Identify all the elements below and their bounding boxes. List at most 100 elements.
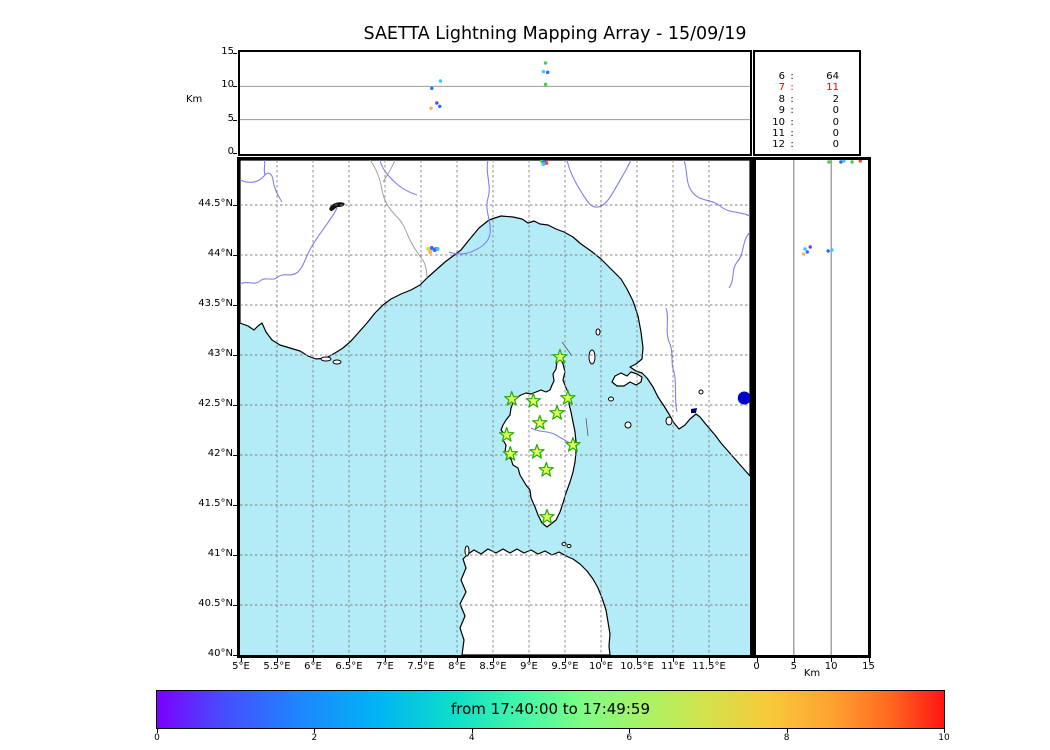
- segment-east-corsica: [585, 417, 589, 437]
- lake-serre-poncon: [329, 202, 345, 211]
- map-lon-tick-label: 6.5°E: [335, 661, 363, 672]
- map-lon-tick-mark: [601, 658, 602, 662]
- map-lon-tick-mark: [277, 658, 278, 662]
- island-hyeres-2: [332, 359, 342, 365]
- right-xtick-mark: [831, 658, 833, 662]
- vhf-source-dot: [438, 104, 442, 109]
- lma-station-star: [539, 508, 555, 524]
- map-lat-tick-label: 42.5°N: [198, 398, 233, 409]
- map-lon-tick-mark: [493, 658, 494, 662]
- map-lat-tick-label: 40.5°N: [198, 598, 233, 609]
- border-secondary: [382, 160, 396, 183]
- map-lat-tick-label: 44°N: [207, 248, 233, 259]
- lakes: [329, 202, 697, 413]
- segment-capcorse: [561, 341, 573, 357]
- count-colon: :: [790, 82, 794, 94]
- top-panel-ylabel: Km: [186, 94, 203, 105]
- vhf-source-dot: [428, 250, 433, 254]
- map-lat-tick-mark: [233, 355, 237, 356]
- map-lon-tick-mark: [457, 658, 458, 662]
- map-lon-tick-label: 8°E: [448, 661, 466, 672]
- top-ytick-label: 15: [221, 46, 234, 57]
- lma-station-star: [525, 392, 542, 408]
- map-lat-tick-mark: [233, 255, 237, 256]
- vhf-source-dot: [435, 247, 440, 251]
- station-count-panel: [753, 50, 861, 156]
- map-lat-tick-mark: [233, 205, 237, 206]
- altitude-longitude-panel: [238, 50, 752, 156]
- map-lat-tick-label: 41.5°N: [198, 498, 233, 509]
- vhf-source-dot: [830, 248, 834, 252]
- count-value: 11: [826, 82, 839, 94]
- station-count-row: 10: 0: [755, 117, 855, 128]
- map-lat-tick-label: 42°N: [207, 448, 233, 459]
- count-key: 8: [778, 93, 785, 105]
- lma-station-star: [529, 443, 545, 459]
- map-source-points: [426, 160, 549, 254]
- coastline-mainland-france-italy: [240, 160, 750, 477]
- lma-station-stars: [498, 348, 581, 524]
- vhf-source-dot: [805, 250, 809, 254]
- right-xtick-label: 0: [753, 661, 760, 672]
- boundary-segments: [561, 341, 589, 437]
- island-capraia: [588, 349, 596, 365]
- river-tiber-upper: [728, 231, 750, 289]
- lma-station-star: [532, 414, 548, 430]
- vhf-source-dot: [438, 79, 443, 83]
- lma-station-star: [538, 461, 554, 477]
- map-lon-tick-label: 10.5°E: [620, 661, 654, 672]
- right-xtick-label: 15: [862, 661, 875, 672]
- right-xtick-label: 5: [790, 661, 798, 672]
- map-lat-tick-label: 44.5°N: [198, 198, 233, 209]
- map-lat-tick-mark: [233, 405, 237, 406]
- country-borders: [369, 160, 428, 279]
- vhf-source-dot: [541, 69, 546, 74]
- station-count-row: 6: 64: [755, 71, 855, 82]
- count-value: 0: [832, 128, 839, 140]
- map-panel: [237, 157, 753, 658]
- colorbar-time-range-label: from 17:40:00 to 17:49:59: [450, 700, 650, 718]
- top-ytick-label: 5: [227, 112, 234, 124]
- river-branch: [263, 160, 266, 176]
- count-value: 0: [832, 105, 839, 117]
- map-lon-tick-mark: [565, 658, 566, 662]
- count-colon: :: [790, 139, 794, 151]
- lma-station-star: [498, 426, 515, 442]
- river-po-tributary: [683, 160, 750, 217]
- right-panel-xlabel: Km: [803, 668, 821, 679]
- map-lon-tick-label: 11.5°E: [692, 661, 726, 672]
- lma-station-star: [552, 348, 568, 364]
- right-xtick-mark: [793, 658, 795, 662]
- count-value: 0: [832, 139, 839, 151]
- island-maddalena-1: [561, 542, 567, 546]
- map-lon-tick-mark: [637, 658, 638, 662]
- top-ytick-label: 0: [227, 146, 234, 157]
- vhf-source-dot: [850, 160, 854, 164]
- lma-station-star: [502, 445, 518, 461]
- count-key: 6: [778, 71, 785, 82]
- vhf-source-dot: [801, 252, 806, 256]
- colorbar-tick-mark: [314, 729, 316, 733]
- count-key: 12: [772, 139, 785, 151]
- altitude-longitude-plot: [240, 61, 750, 121]
- island-maddalena-2: [566, 544, 572, 548]
- count-key: 7: [778, 82, 785, 94]
- lma-station-star: [504, 390, 520, 406]
- blue-circle-marker: [737, 391, 750, 405]
- colorbar-tick-mark: [786, 729, 788, 733]
- island-pianosa: [608, 396, 614, 402]
- vhf-source-dot: [546, 70, 550, 75]
- map-lon-tick-mark: [529, 658, 530, 662]
- vhf-source-dot: [543, 61, 548, 65]
- vhf-source-dot: [858, 160, 862, 163]
- map: [240, 160, 750, 655]
- coastline-sardinia: [459, 548, 611, 655]
- river-durance: [240, 207, 338, 285]
- vhf-source-dot: [842, 160, 846, 163]
- map-lon-tick-mark: [673, 658, 674, 662]
- map-lat-tick-label: 41°N: [207, 548, 233, 559]
- colorbar-tick-mark: [471, 729, 473, 733]
- count-key: 10: [772, 116, 785, 128]
- vhf-source-dot: [429, 246, 434, 250]
